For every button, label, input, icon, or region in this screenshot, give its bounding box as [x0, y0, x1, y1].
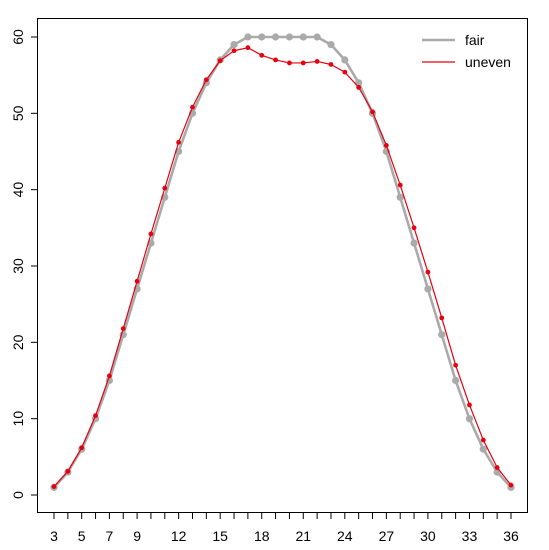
data-point-uneven — [259, 52, 265, 58]
y-tick-label: 50 — [10, 105, 26, 121]
data-point-uneven — [176, 139, 182, 145]
data-point-uneven — [231, 48, 237, 54]
data-point-fair — [438, 331, 446, 339]
data-point-uneven — [397, 182, 403, 188]
data-point-uneven — [245, 45, 251, 51]
data-point-uneven — [148, 231, 154, 237]
data-point-uneven — [79, 445, 85, 451]
data-point-uneven — [162, 185, 168, 191]
y-tick-label: 30 — [10, 258, 26, 274]
data-point-uneven — [65, 468, 71, 474]
data-point-uneven — [217, 58, 223, 64]
data-point-fair — [341, 56, 349, 64]
data-point-uneven — [93, 413, 98, 419]
series-line-uneven — [53, 47, 512, 488]
x-tick-label: 30 — [420, 528, 436, 544]
data-point-fair — [479, 445, 487, 453]
x-tick-label: 24 — [337, 528, 353, 544]
x-tick-label: 3 — [50, 528, 58, 544]
data-point-uneven — [328, 62, 334, 67]
data-point-uneven — [494, 465, 500, 470]
data-point-uneven — [425, 269, 431, 275]
x-tick-label: 21 — [295, 528, 311, 544]
series-layer — [50, 33, 515, 491]
data-point-fair — [271, 33, 280, 41]
y-tick-label: 60 — [10, 29, 26, 45]
x-tick-label: 33 — [462, 528, 478, 544]
data-point-uneven — [508, 482, 514, 488]
y-tick-label: 40 — [10, 182, 26, 198]
y-tick-label: 0 — [10, 491, 26, 499]
data-point-uneven — [383, 142, 389, 148]
x-tick-label: 12 — [171, 528, 187, 544]
x-tick-label: 7 — [105, 528, 113, 544]
data-point-uneven — [190, 104, 195, 110]
data-point-uneven — [51, 484, 57, 490]
data-point-uneven — [273, 57, 278, 63]
data-point-uneven — [120, 326, 126, 331]
data-point-fair — [396, 193, 404, 201]
data-point-uneven — [356, 84, 362, 90]
data-point-fair — [465, 415, 474, 423]
legend: fair uneven — [422, 32, 511, 70]
y-tick-label: 20 — [10, 334, 26, 350]
data-point-uneven — [453, 362, 459, 368]
legend-label-uneven: uneven — [465, 54, 511, 70]
data-point-fair — [313, 33, 321, 41]
x-tick-label: 18 — [254, 528, 270, 544]
x-tick-label: 36 — [503, 528, 519, 544]
data-point-uneven — [467, 402, 472, 408]
data-point-uneven — [411, 225, 417, 231]
series-line-fair — [53, 35, 512, 489]
data-point-fair — [230, 41, 238, 49]
data-point-fair — [285, 33, 294, 41]
data-point-fair — [327, 41, 335, 49]
data-point-uneven — [480, 437, 486, 443]
data-point-fair — [452, 376, 460, 385]
series-uneven — [51, 45, 514, 490]
x-tick-label: 5 — [78, 528, 86, 544]
plot-frame — [37, 18, 528, 513]
x-tick-label: 15 — [212, 528, 228, 544]
series-fair — [50, 33, 515, 491]
data-point-uneven — [439, 315, 445, 321]
data-point-uneven — [314, 59, 320, 64]
x-axis: 3 5 7 9 12 15 18 21 24 27 30 33 36 — [50, 512, 519, 544]
x-tick-label: 27 — [379, 528, 395, 544]
data-point-uneven — [300, 60, 306, 66]
data-point-fair — [410, 239, 418, 247]
y-tick-label: 10 — [10, 411, 26, 427]
x-tick-label: 9 — [133, 528, 141, 544]
y-axis: 0 10 20 30 40 50 60 — [10, 29, 38, 499]
data-point-uneven — [370, 109, 375, 115]
legend-label-fair: fair — [465, 32, 485, 48]
data-point-uneven — [134, 278, 140, 284]
data-point-fair — [244, 33, 252, 41]
data-point-fair — [258, 33, 266, 41]
data-point-fair — [424, 285, 432, 293]
data-point-uneven — [203, 77, 209, 83]
data-point-uneven — [106, 373, 112, 379]
data-point-uneven — [287, 60, 292, 66]
data-point-uneven — [342, 69, 348, 75]
data-point-fair — [299, 33, 307, 41]
